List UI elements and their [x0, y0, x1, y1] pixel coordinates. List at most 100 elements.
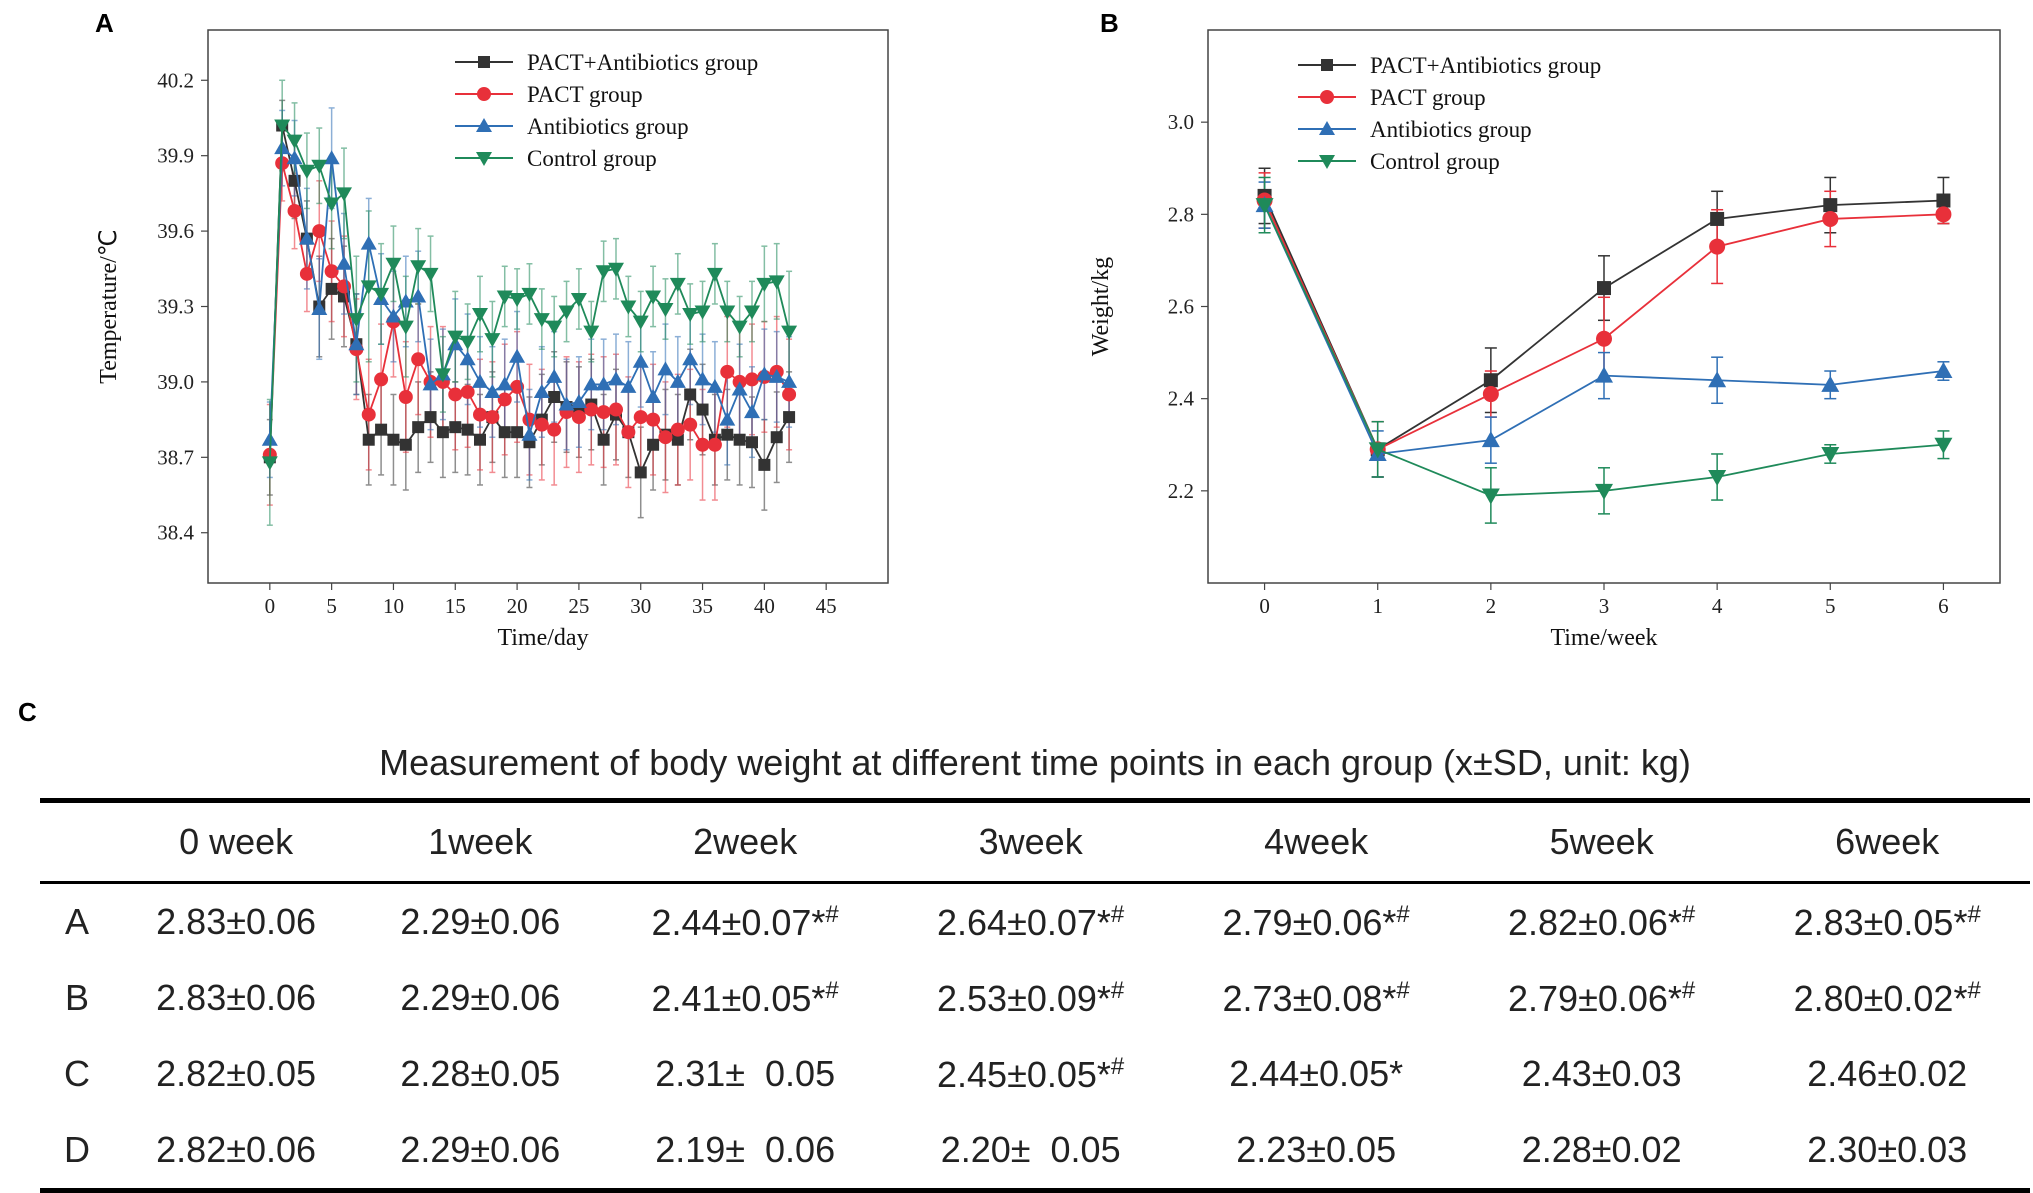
table-cell: 2.41±0.05*# — [602, 960, 888, 1036]
chart-a-ytick-label: 38.4 — [157, 521, 194, 545]
table-cell: 2.82±0.06*# — [1459, 883, 1745, 961]
chart-a-data-point — [608, 262, 624, 277]
chart-a-data-point — [632, 315, 649, 330]
chart-b-legend-marker — [1321, 59, 1333, 71]
chart-a-data-point — [325, 282, 338, 295]
chart-a-data-point — [472, 308, 488, 323]
table-cell-value: 2.41±0.05* — [651, 977, 826, 1019]
chart-a-legend-label: Antibiotics group — [527, 114, 689, 139]
chart-a-data-point — [646, 412, 661, 427]
chart-a-xtick-label: 20 — [507, 594, 528, 618]
chart-b-data-point — [1935, 206, 1952, 223]
chart-a-data-point — [484, 333, 501, 348]
chart-a-data-point — [634, 466, 647, 479]
chart-a-data-point — [410, 260, 427, 275]
table-cell: 2.29±0.06 — [358, 883, 602, 961]
table-cell: 2.29±0.06 — [358, 1112, 602, 1191]
table-cell: 2.79±0.06*# — [1173, 883, 1459, 961]
chart-a-data-point — [632, 353, 649, 368]
table-row: C 2.82±0.05 2.28±0.05 2.31± 0.05 2.45±0.05*#… — [40, 1036, 2030, 1112]
chart-a-data-point — [362, 433, 375, 446]
chart-b-legend-label: PACT group — [1370, 85, 1486, 110]
table-cell-value: 2.29±0.06 — [400, 977, 561, 1018]
chart-b-xtick-label: 0 — [1259, 594, 1270, 618]
temperature-chart: 0 5 10 15 20 25 30 35 40 45 38.4 38.7 39.0 39.3 39.6 39… — [96, 29, 889, 651]
table-cell-value: 2.20± 0.05 — [940, 1129, 1121, 1170]
table-row-label: C — [64, 1053, 90, 1094]
chart-a-legend-marker — [476, 118, 492, 132]
chart-a-data-point — [361, 407, 376, 422]
chart-a-data-point — [398, 389, 413, 404]
chart-a-data-point — [746, 436, 758, 449]
table-cell: 2.83±0.05*# — [1744, 883, 2030, 961]
weight-chart: 0 1 2 3 4 5 6 2.2 2.4 2.6 2.8 3.0 Time/week Weight/kg… — [1088, 29, 2001, 651]
table-cell-value: 2.64±0.07* — [937, 901, 1111, 943]
significance-mark: # — [1110, 900, 1125, 928]
table-title: Measurement of body weight at different … — [379, 742, 1691, 783]
table-header-cell: 6week — [1835, 821, 1940, 862]
chart-a-data-point — [684, 388, 697, 401]
chart-b-data-point — [1934, 437, 1953, 454]
chart-a-data-point — [311, 301, 328, 316]
chart-a-ytick-label: 39.3 — [157, 295, 194, 319]
table-cell: 2.53±0.09*# — [888, 960, 1174, 1036]
table-cell-value: 2.79±0.06* — [1508, 977, 1682, 1019]
table-cell: 2.79±0.06*# — [1459, 960, 1745, 1036]
chart-a-data-point — [719, 305, 736, 320]
table-cell: 2.83±0.06 — [114, 883, 358, 961]
table-cell-value: 2.45±0.05* — [937, 1053, 1111, 1095]
table-cell-value: 2.28±0.02 — [1521, 1129, 1682, 1170]
chart-a-data-point — [783, 411, 796, 424]
significance-mark: # — [1681, 900, 1696, 928]
chart-a-legend-label: PACT+Antibiotics group — [527, 50, 758, 75]
chart-a-data-point — [374, 372, 389, 387]
chart-b-xtick-label: 2 — [1486, 594, 1497, 618]
chart-a-data-point — [597, 433, 610, 446]
table-cell-value: 2.29±0.06 — [400, 1129, 561, 1170]
chart-a-data-point — [385, 308, 402, 323]
chart-a-data-point — [459, 351, 476, 366]
table-cell-value: 2.82±0.06* — [1508, 901, 1682, 943]
chart-b-ytick-label: 2.4 — [1168, 387, 1195, 411]
table-cell-value: 2.31± 0.05 — [655, 1053, 836, 1094]
chart-a-data-point — [412, 421, 425, 434]
chart-a-data-point — [373, 287, 390, 302]
chart-a-data-point — [645, 388, 662, 403]
chart-a-data-point — [336, 255, 352, 270]
chart-a-data-point — [744, 305, 760, 320]
chart-a-data-point — [547, 422, 562, 437]
table-row-label: B — [64, 977, 89, 1018]
chart-a-data-point — [521, 426, 538, 441]
chart-b-data-point — [1596, 330, 1612, 347]
table-cell: 2.29±0.06 — [358, 960, 602, 1036]
chart-a-data-point — [312, 224, 327, 239]
chart-a-data-point — [682, 351, 699, 366]
table-cell: 2.31± 0.05 — [602, 1036, 888, 1112]
chart-a-data-point — [534, 417, 549, 432]
chart-a-data-point — [657, 361, 674, 376]
chart-a-data-point — [498, 426, 511, 439]
chart-a-data-point — [448, 387, 463, 402]
chart-a-ytick-label: 39.6 — [157, 219, 194, 243]
chart-b-legend-label: PACT+Antibiotics group — [1370, 53, 1601, 78]
table-header-cell: 2week — [693, 821, 798, 862]
chart-a-ytick-label: 38.7 — [157, 445, 194, 469]
table-cell-value: 2.46±0.02 — [1807, 1053, 1968, 1094]
chart-b-xtick-label: 3 — [1599, 594, 1610, 618]
chart-a-x-axis-title: Time/day — [497, 625, 588, 651]
chart-a-data-point — [620, 300, 637, 315]
chart-b-data-point — [1368, 442, 1387, 459]
table-cell: 2.19± 0.06 — [602, 1112, 888, 1191]
chart-b-data-point — [1822, 210, 1839, 227]
chart-a-data-point — [548, 390, 561, 403]
table-cell: 2.43±0.03 — [1459, 1036, 1745, 1112]
chart-a-data-point — [324, 264, 339, 279]
table-header-cell: 5week — [1549, 821, 1654, 862]
chart-a-data-point — [584, 402, 599, 417]
table-cell-value: 2.44±0.07* — [651, 901, 826, 943]
panel-label-b: B — [1100, 8, 1119, 38]
chart-a-data-point — [411, 352, 426, 367]
chart-a-ytick-label: 40.2 — [157, 68, 194, 92]
chart-a-xtick-label: 5 — [326, 594, 337, 618]
significance-mark: # — [1110, 976, 1125, 1004]
